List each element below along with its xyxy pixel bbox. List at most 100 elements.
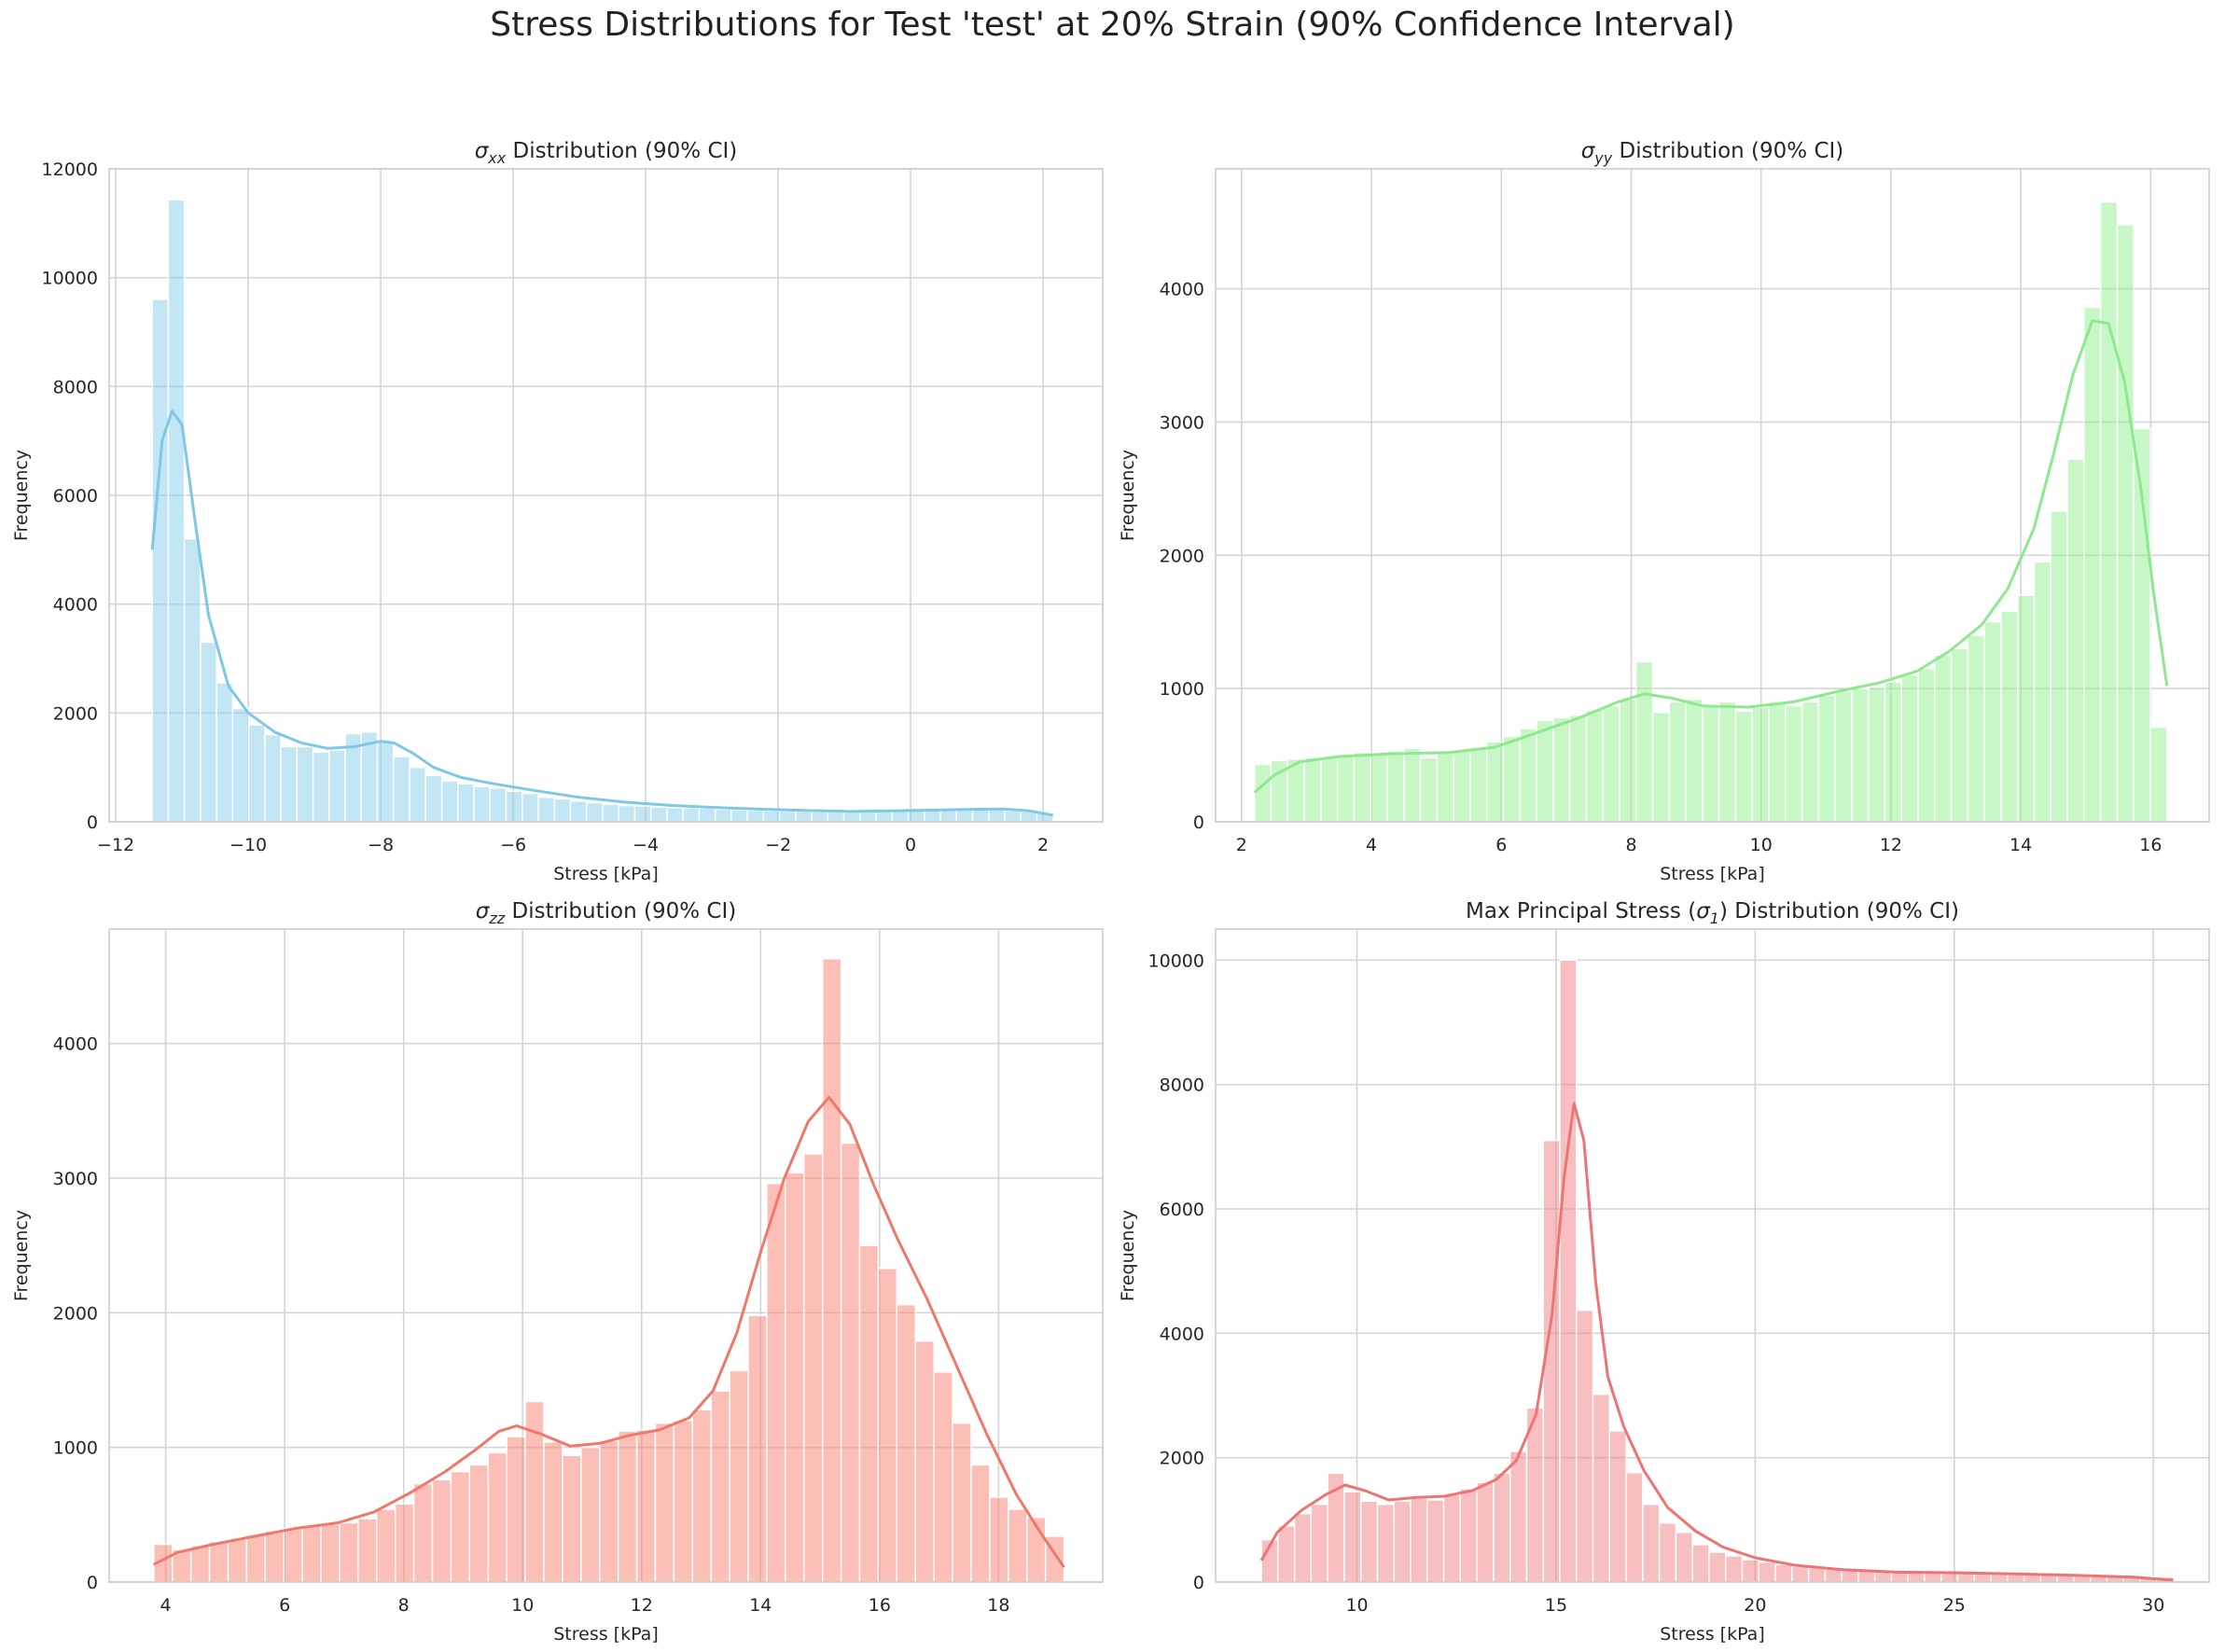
histogram-bar bbox=[1625, 1471, 1644, 1583]
x-tick-label: 6 bbox=[1495, 835, 1507, 855]
histogram-bar bbox=[1608, 1430, 1627, 1583]
histogram-bar bbox=[1708, 1551, 1727, 1583]
x-tick-label: 4 bbox=[160, 1595, 172, 1616]
histogram-bar bbox=[1807, 1566, 1827, 1583]
title-sigma-symbol: σ bbox=[475, 139, 490, 163]
figure-suptitle: Stress Distributions for Test 'test' at … bbox=[490, 6, 1735, 44]
x-axis-label: Stress [kPa] bbox=[553, 1624, 659, 1645]
plot-title: σyy Distribution (90% CI) bbox=[1581, 139, 1844, 167]
y-tick-label: 1000 bbox=[53, 1438, 98, 1459]
y-axis-label: Frequency bbox=[1118, 450, 1138, 541]
histogram-bar bbox=[1459, 1488, 1478, 1583]
kde-curve bbox=[1259, 1102, 2174, 1582]
histogram-bar bbox=[1725, 1555, 1744, 1583]
x-axis-label: Stress [kPa] bbox=[553, 864, 659, 884]
x-tick-label: 0 bbox=[905, 835, 916, 855]
title-text: Distribution (90% CI) bbox=[1612, 139, 1843, 163]
y-tick-label: 3000 bbox=[53, 1169, 98, 1189]
histogram-bar bbox=[2023, 1574, 2042, 1583]
histogram-bar bbox=[1442, 1493, 1462, 1583]
y-tick-label: 6000 bbox=[1160, 1200, 1204, 1220]
y-tick-label: 0 bbox=[87, 1573, 98, 1593]
x-tick-label: −4 bbox=[633, 835, 659, 855]
histogram-bar bbox=[1376, 1503, 1395, 1583]
x-tick-label: −8 bbox=[368, 835, 394, 855]
x-tick-label: 2 bbox=[1037, 835, 1049, 855]
histogram-bar bbox=[1658, 1521, 1677, 1583]
plot-frame bbox=[108, 928, 1104, 1583]
plot-frame bbox=[1215, 168, 2210, 823]
histogram-bar bbox=[1360, 1500, 1379, 1583]
histogram-bar bbox=[1774, 1563, 1793, 1583]
y-tick-label: 12000 bbox=[42, 160, 98, 180]
x-tick-label: 14 bbox=[749, 1595, 772, 1616]
y-tick-label: 4000 bbox=[1160, 280, 1204, 300]
x-tick-label: 8 bbox=[398, 1595, 410, 1616]
histogram-bar bbox=[1824, 1568, 1843, 1583]
histogram-bar bbox=[1642, 1503, 1661, 1583]
histogram-bar bbox=[1426, 1499, 1445, 1583]
histogram-bar bbox=[1493, 1472, 1511, 1583]
title-subscript: yy bbox=[1593, 149, 1612, 167]
y-axis-label: Frequency bbox=[1118, 1210, 1138, 1301]
y-tick-label: 8000 bbox=[53, 377, 98, 397]
y-tick-label: 10000 bbox=[42, 269, 98, 289]
kde-curve bbox=[1253, 319, 2169, 794]
y-tick-label: 4000 bbox=[53, 1034, 98, 1055]
y-tick-label: 2000 bbox=[1160, 546, 1204, 566]
y-tick-label: 0 bbox=[1193, 812, 1204, 833]
y-tick-label: 0 bbox=[87, 812, 98, 833]
x-tick-label: 12 bbox=[1880, 835, 1902, 855]
y-axis-label: Frequency bbox=[11, 1210, 32, 1301]
plot-frame bbox=[1215, 928, 2210, 1583]
x-tick-label: 15 bbox=[1545, 1595, 1567, 1616]
histogram-bar bbox=[1393, 1500, 1411, 1583]
histogram-bar bbox=[1758, 1561, 1776, 1583]
histogram-bar bbox=[1277, 1525, 1296, 1583]
title-subscript: xx bbox=[487, 149, 506, 167]
x-tick-label: 4 bbox=[1366, 835, 1377, 855]
y-tick-label: 0 bbox=[1193, 1573, 1204, 1593]
x-tick-label: 18 bbox=[987, 1595, 1009, 1616]
kde-curve bbox=[150, 410, 1054, 817]
histogram-bar bbox=[1576, 1309, 1594, 1583]
x-tick-label: −2 bbox=[765, 835, 791, 855]
y-tick-label: 4000 bbox=[1160, 1324, 1204, 1344]
x-tick-label: 2 bbox=[1236, 835, 1247, 855]
y-tick-label: 3000 bbox=[1160, 412, 1204, 433]
title-subscript: zz bbox=[488, 909, 505, 927]
x-tick-label: 10 bbox=[1345, 1595, 1368, 1616]
x-tick-label: −12 bbox=[97, 835, 134, 855]
histogram-bar bbox=[1973, 1573, 1992, 1583]
x-tick-label: 14 bbox=[2009, 835, 2032, 855]
plot-title: Max Principal Stress (σ1) Distribution (… bbox=[1466, 899, 1959, 927]
histogram-bar bbox=[1293, 1512, 1313, 1583]
x-tick-label: 10 bbox=[1750, 835, 1773, 855]
y-tick-label: 2000 bbox=[1160, 1449, 1204, 1469]
x-tick-label: −10 bbox=[229, 835, 267, 855]
histogram-bar bbox=[1559, 959, 1578, 1583]
x-tick-label: 12 bbox=[631, 1595, 653, 1616]
kde-curve bbox=[153, 1095, 1065, 1568]
title-sigma-symbol: σ bbox=[476, 899, 491, 923]
x-tick-label: 16 bbox=[2139, 835, 2162, 855]
histogram-bar bbox=[1990, 1573, 2009, 1583]
histogram-bar bbox=[1310, 1503, 1328, 1583]
x-tick-label: 10 bbox=[511, 1595, 534, 1616]
y-tick-label: 6000 bbox=[53, 486, 98, 507]
y-tick-label: 8000 bbox=[1160, 1076, 1204, 1096]
y-tick-label: 4000 bbox=[53, 595, 98, 616]
histogram-bar bbox=[1956, 1572, 1976, 1583]
y-axis-label: Frequency bbox=[11, 450, 32, 541]
histogram-bar bbox=[2039, 1574, 2058, 1583]
histogram-bar bbox=[2007, 1574, 2025, 1583]
y-tick-label: 1000 bbox=[1160, 679, 1204, 700]
x-tick-label: 30 bbox=[2142, 1595, 2164, 1616]
histogram-bar bbox=[1343, 1491, 1362, 1583]
x-tick-label: −6 bbox=[500, 835, 526, 855]
plot-frame bbox=[108, 168, 1104, 823]
